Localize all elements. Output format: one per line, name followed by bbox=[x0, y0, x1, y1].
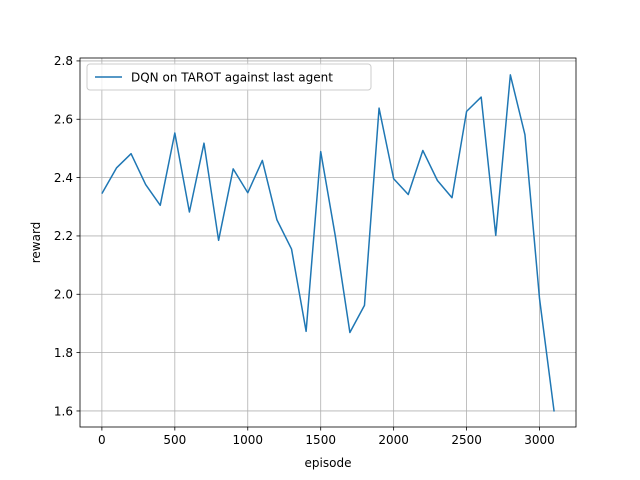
x-tick-label: 2500 bbox=[451, 433, 482, 447]
legend-box bbox=[86, 63, 372, 91]
series-lines bbox=[101, 74, 555, 412]
series-line bbox=[101, 74, 555, 412]
legend-label: DQN on TAROT against last agent bbox=[131, 70, 333, 84]
x-axis-ticks: 0 500 1000 1500 2000 2500 3000 bbox=[98, 427, 555, 447]
y-tick-label: 2.0 bbox=[54, 288, 73, 302]
x-tick-label: 3000 bbox=[524, 433, 555, 447]
y-tick-label: 2.8 bbox=[54, 54, 73, 68]
y-tick-label: 1.6 bbox=[54, 404, 73, 418]
legend: DQN on TAROT against last agent bbox=[86, 63, 372, 91]
y-tick-label: 2.2 bbox=[54, 229, 73, 243]
plot-area-frame bbox=[79, 57, 577, 428]
x-tick-label: 1000 bbox=[232, 433, 263, 447]
x-tick-label: 2000 bbox=[378, 433, 409, 447]
x-tick-label: 0 bbox=[98, 433, 106, 447]
y-axis-label: reward bbox=[29, 222, 43, 264]
y-tick-label: 1.8 bbox=[54, 346, 73, 360]
y-axis-ticks: 1.6 1.8 2.0 2.2 2.4 2.6 2.8 bbox=[54, 54, 80, 418]
x-axis-label: episode bbox=[305, 456, 352, 470]
y-tick-label: 2.4 bbox=[54, 171, 73, 185]
grid-lines bbox=[80, 58, 576, 427]
x-tick-label: 1500 bbox=[305, 433, 336, 447]
x-tick-label: 500 bbox=[163, 433, 186, 447]
y-tick-label: 2.6 bbox=[54, 113, 73, 127]
